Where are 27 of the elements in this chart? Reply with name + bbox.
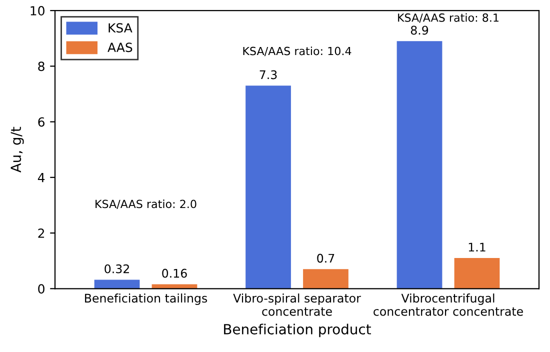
x-tick-label: Vibrocentrifugal concentrator concentrate (374, 294, 523, 316)
y-tick-label: 10 (30, 6, 44, 16)
y-tick-label: 6 (38, 117, 44, 127)
annotation: KSA/AAS ratio: 2.0 (96, 200, 196, 210)
x-tick-label: Beneficiation tailings (85, 294, 208, 305)
data-label: 7.3 (260, 70, 277, 80)
bar (303, 269, 348, 289)
x-axis-title: Beneficiation product (224, 324, 371, 338)
bar (454, 258, 500, 289)
annotation: KSA/AAS ratio: 10.4 (243, 46, 352, 56)
data-label: 0.32 (104, 264, 129, 274)
data-label: 1.1 (468, 242, 486, 252)
y-axis-title: Au, g/t (10, 126, 24, 173)
bar (246, 86, 291, 289)
data-label: 8.9 (410, 26, 428, 35)
legend-label: AAS (108, 42, 132, 52)
data-label: 0.7 (317, 254, 334, 263)
bar (94, 280, 140, 289)
y-tick-label: 0 (38, 284, 44, 294)
y-tick-label: 2 (38, 228, 44, 238)
y-tick-label: 8 (38, 62, 44, 72)
data-label: 0.16 (162, 268, 187, 278)
legend-label: KSA (108, 23, 132, 33)
y-tick-label: 4 (38, 173, 45, 182)
x-tick-label: Vibro-spiral separator concentrate (233, 294, 361, 316)
annotation: KSA/AAS ratio: 8.1 (398, 13, 498, 23)
bar (396, 41, 442, 289)
